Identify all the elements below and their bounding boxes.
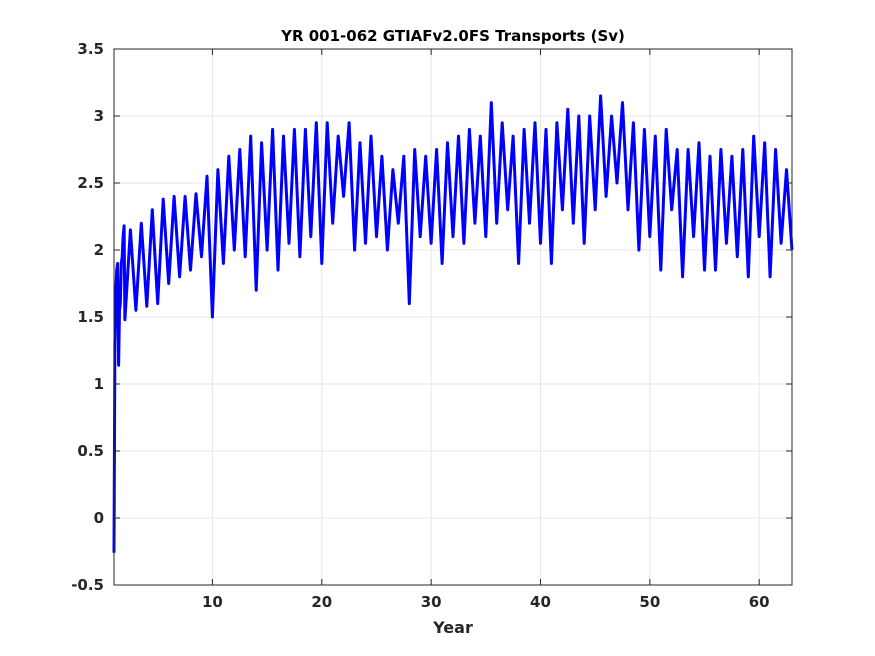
x-tick-label: 50 [639,593,660,611]
x-tick-label: 30 [421,593,442,611]
y-tick-label: 2.5 [77,174,104,192]
x-tick-label: 60 [749,593,770,611]
x-axis-label: Year [432,618,473,637]
y-tick-label: 3.5 [77,40,104,58]
series-line [112,94,794,553]
x-tick-label: 10 [202,593,223,611]
ticks: 10 20 30 40 50 60 -0.5 0 0.5 1 1.5 2 2.5 3 3.5 [71,40,792,611]
x-tick-label: 20 [311,593,332,611]
chart-title: YR 001-062 GTIAFv2.0FS Transports (Sv) [280,27,625,45]
y-tick-label: 0.5 [77,442,104,460]
y-tick-label: 1.5 [77,308,104,326]
y-tick-label: -0.5 [71,576,104,594]
y-tick-label: 3 [94,107,104,125]
series-group [112,94,794,553]
y-tick-label: 2 [94,241,104,259]
y-tick-label: 0 [94,509,104,527]
y-tick-label: 1 [94,375,104,393]
x-tick-label: 40 [530,593,551,611]
